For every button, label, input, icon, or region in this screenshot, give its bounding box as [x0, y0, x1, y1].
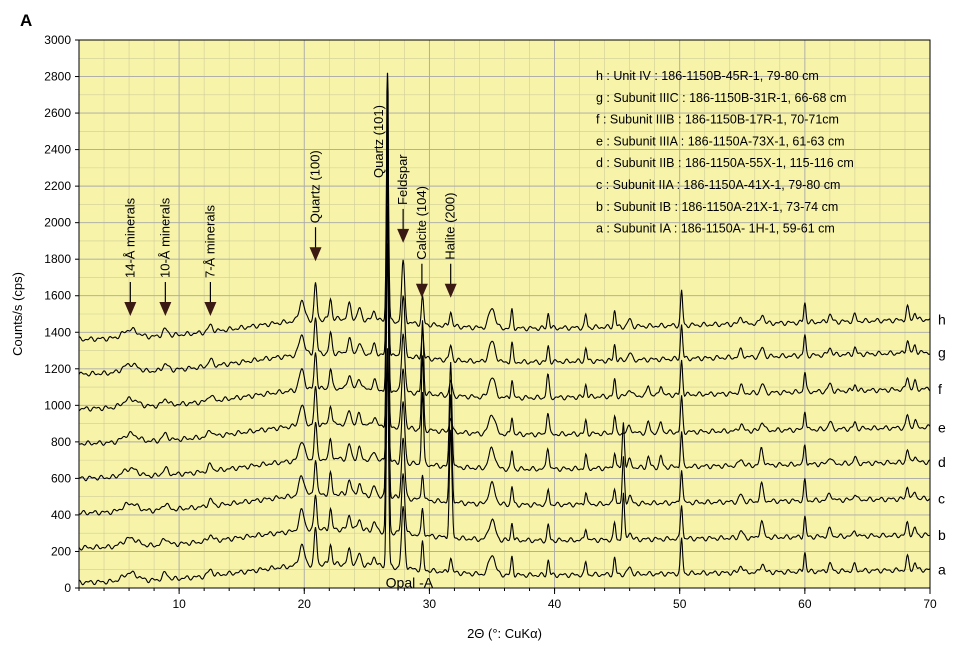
annotation-label: Calcite (104): [414, 186, 429, 260]
trace-e: [78, 206, 931, 446]
y-tick-label: 600: [51, 471, 71, 485]
annotation-label: 7-Å minerals: [202, 205, 217, 278]
legend-entry: d : Subunit IIB : 186-1150A-55X-1, 115-1…: [596, 156, 854, 170]
annotation-arrowhead: [204, 302, 217, 316]
trace-d: [78, 243, 931, 482]
peak-annotations: 14-Å minerals 10-Å minerals 7-Å minerals Qu…: [122, 105, 458, 316]
series-label-h: h: [938, 311, 946, 327]
annotation-label: Quartz (101): [371, 105, 386, 178]
y-tick-label: 2800: [44, 70, 71, 84]
annotation-arrowhead: [415, 283, 428, 298]
x-tick-label: 60: [798, 597, 812, 611]
y-tick-label: 1000: [44, 398, 71, 412]
y-axis-label: Counts/s (cps): [10, 272, 25, 356]
series-label-b: b: [938, 527, 946, 543]
trace-a: [78, 348, 931, 586]
series-label-d: d: [938, 454, 946, 470]
annotation-label: Quartz (100): [308, 150, 323, 223]
y-tick-label: 2000: [44, 216, 71, 230]
series-label-a: a: [938, 562, 946, 578]
legend-entry: a : Subunit IA : 186-1150A- 1H-1, 59-61 …: [596, 222, 835, 236]
legend-entry: f : Subunit IIIB : 186-1150B-17R-1, 70-7…: [596, 113, 839, 127]
series-labels: a b c d e f g h: [938, 311, 946, 577]
annotation-arrowhead: [444, 283, 457, 298]
legend-entry: c : Subunit IIA : 186-1150A-41X-1, 79-80…: [596, 178, 840, 192]
trace-b: [78, 72, 931, 551]
annotation-label: 10-Å minerals: [157, 197, 172, 278]
series-label-c: c: [938, 490, 945, 506]
series-label-f: f: [938, 381, 942, 397]
annotation-label: 14-Å minerals: [122, 197, 137, 278]
annotation-arrowhead: [159, 302, 172, 316]
y-tick-label: 2600: [44, 106, 71, 120]
legend-entry: b : Subunit IB : 186-1150A-21X-1, 73-74 …: [596, 200, 838, 214]
x-axis-label: 2Θ (°: CuKα): [467, 626, 542, 641]
legend-entry: e : Subunit IIIA : 186-1150A-73X-1, 61-6…: [596, 134, 845, 148]
y-tick-label: 0: [64, 581, 71, 595]
legend-entry: g : Subunit IIIC : 186-1150B-31R-1, 66-6…: [596, 91, 847, 105]
annotation-arrowhead: [397, 228, 410, 243]
opal-a-label: Opal -A: [386, 575, 434, 591]
y-axis: 0 200 400 600 800 1000 1200 1400 1600 1800 2000 220…: [44, 33, 79, 595]
x-tick-label: 10: [172, 597, 186, 611]
legend: h : Unit IV : 186-1150B-45R-1, 79-80 cm g…: [596, 69, 854, 236]
y-tick-label: 3000: [44, 33, 71, 47]
y-tick-label: 400: [51, 508, 71, 522]
x-tick-label: 40: [548, 597, 562, 611]
legend-entry: h : Unit IV : 186-1150B-45R-1, 79-80 cm: [596, 69, 819, 83]
y-tick-label: 1200: [44, 362, 71, 376]
trace-h: [78, 103, 931, 342]
y-tick-label: 800: [51, 435, 71, 449]
annotation-label: Feldspar: [395, 154, 410, 205]
y-tick-label: 1400: [44, 325, 71, 339]
x-axis: 10 20 30 40 50 60 70: [78, 588, 937, 611]
series-label-g: g: [938, 344, 946, 360]
trace-f: [78, 168, 931, 412]
trace-c: [78, 72, 931, 516]
annotation-label: Halite (200): [443, 193, 458, 260]
y-tick-label: 1600: [44, 289, 71, 303]
annotation-arrowhead: [124, 302, 137, 316]
y-tick-label: 200: [51, 544, 71, 558]
y-tick-label: 1800: [44, 252, 71, 266]
y-tick-label: 2200: [44, 179, 71, 193]
trace-g: [78, 136, 931, 377]
traces: [78, 72, 931, 586]
x-tick-label: 50: [673, 597, 687, 611]
annotation-arrowhead: [309, 247, 322, 262]
x-tick-label: 20: [298, 597, 312, 611]
x-tick-label: 70: [923, 597, 937, 611]
panel-label: A: [20, 11, 32, 30]
y-tick-label: 2400: [44, 143, 71, 157]
x-tick-label: 30: [423, 597, 437, 611]
series-label-e: e: [938, 419, 946, 435]
